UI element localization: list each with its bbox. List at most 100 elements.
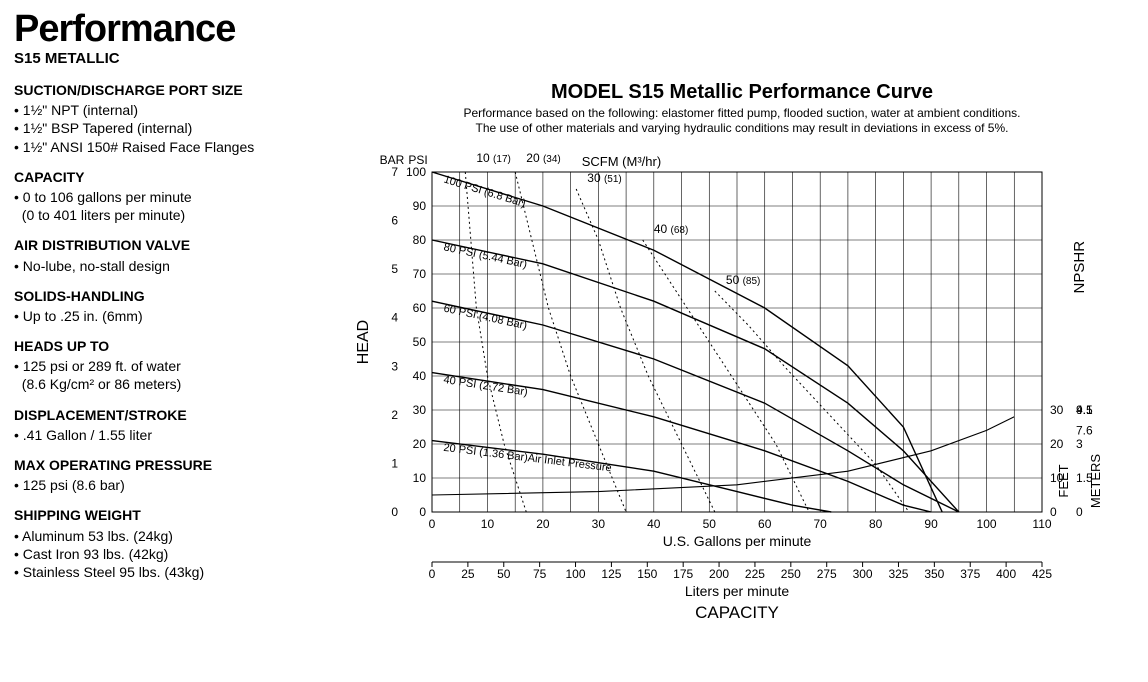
svg-text:2: 2 xyxy=(391,408,398,422)
spec-heading: MAX OPERATING PRESSURE xyxy=(14,456,324,474)
svg-text:U.S. Gallons per minute: U.S. Gallons per minute xyxy=(663,533,812,549)
svg-text:80: 80 xyxy=(869,517,883,531)
svg-text:1: 1 xyxy=(391,456,398,470)
svg-text:7.6: 7.6 xyxy=(1076,423,1093,437)
svg-text:80: 80 xyxy=(413,233,427,247)
spec-group: SHIPPING WEIGHT • Aluminum 53 lbs. (24kg)… xyxy=(14,506,324,581)
performance-curve-chart: 100 PSI (6.8 Bar)80 PSI (5.44 Bar)60 PSI… xyxy=(342,142,1142,682)
svg-text:Liters per minute: Liters per minute xyxy=(685,583,789,599)
spec-group: DISPLACEMENT/STROKE• .41 Gallon / 1.55 l… xyxy=(14,406,324,444)
svg-text:20: 20 xyxy=(536,517,550,531)
page-subtitle: S15 METALLIC xyxy=(14,50,1134,67)
svg-text:75: 75 xyxy=(533,567,547,581)
svg-text:100: 100 xyxy=(566,567,586,581)
spec-group: SOLIDS-HANDLING • Up to .25 in. (6mm) xyxy=(14,287,324,325)
svg-text:250: 250 xyxy=(781,567,801,581)
spec-item: • 125 psi or 289 ft. of water xyxy=(14,357,324,375)
spec-item: (8.6 Kg/cm² or 86 meters) xyxy=(14,375,324,393)
svg-text:300: 300 xyxy=(853,567,873,581)
spec-heading: SUCTION/DISCHARGE PORT SIZE xyxy=(14,81,324,99)
svg-text:70: 70 xyxy=(413,267,427,281)
spec-heading: SOLIDS-HANDLING xyxy=(14,287,324,305)
svg-text:NPSHR: NPSHR xyxy=(1071,241,1088,294)
svg-text:375: 375 xyxy=(960,567,980,581)
svg-text:200: 200 xyxy=(709,567,729,581)
svg-text:6: 6 xyxy=(391,214,398,228)
svg-text:0: 0 xyxy=(1050,505,1057,519)
spec-item: • 0 to 106 gallons per minute xyxy=(14,188,324,206)
svg-text:3: 3 xyxy=(391,359,398,373)
svg-text:7: 7 xyxy=(391,165,398,179)
spec-item: • Stainless Steel 95 lbs. (43kg) xyxy=(14,563,324,581)
spec-list: SUCTION/DISCHARGE PORT SIZE • 1½" NPT (in… xyxy=(14,81,324,682)
svg-text:30: 30 xyxy=(592,517,606,531)
svg-text:CAPACITY: CAPACITY xyxy=(695,603,779,622)
spec-item: • No-lube, no-stall design xyxy=(14,257,324,275)
svg-text:40: 40 xyxy=(413,369,427,383)
svg-text:METERS: METERS xyxy=(1088,454,1103,509)
page-title: Performance xyxy=(14,10,1134,48)
spec-group: HEADS UP TO • 125 psi or 289 ft. of water… xyxy=(14,337,324,394)
svg-text:50: 50 xyxy=(497,567,511,581)
spec-item: • 1½" BSP Tapered (internal) xyxy=(14,119,324,137)
svg-text:10 (17): 10 (17) xyxy=(476,151,510,165)
svg-text:SCFM (M³/hr): SCFM (M³/hr) xyxy=(582,154,661,169)
svg-text:70: 70 xyxy=(814,517,828,531)
svg-text:10: 10 xyxy=(413,471,427,485)
svg-text:30: 30 xyxy=(1050,403,1064,417)
svg-text:20: 20 xyxy=(1050,437,1064,451)
spec-item: • .41 Gallon / 1.55 liter xyxy=(14,426,324,444)
svg-text:100: 100 xyxy=(406,165,426,179)
spec-group: SUCTION/DISCHARGE PORT SIZE • 1½" NPT (in… xyxy=(14,81,324,156)
svg-text:125: 125 xyxy=(601,567,621,581)
svg-text:BAR: BAR xyxy=(380,153,405,167)
svg-text:110: 110 xyxy=(1032,517,1051,531)
spec-item: • Aluminum 53 lbs. (24kg) xyxy=(14,527,324,545)
spec-heading: CAPACITY xyxy=(14,168,324,186)
svg-text:50 (85): 50 (85) xyxy=(726,273,760,287)
svg-text:50: 50 xyxy=(703,517,717,531)
svg-text:175: 175 xyxy=(673,567,693,581)
svg-text:425: 425 xyxy=(1032,567,1052,581)
svg-text:4: 4 xyxy=(391,311,398,325)
svg-text:30: 30 xyxy=(413,403,427,417)
chart-title: MODEL S15 Metallic Performance Curve xyxy=(342,81,1142,104)
svg-text:3: 3 xyxy=(1076,437,1083,451)
spec-item: (0 to 401 liters per minute) xyxy=(14,206,324,224)
svg-text:40: 40 xyxy=(647,517,661,531)
svg-text:50: 50 xyxy=(413,335,427,349)
spec-item: • 1½" NPT (internal) xyxy=(14,101,324,119)
svg-text:60: 60 xyxy=(413,301,427,315)
svg-text:0: 0 xyxy=(429,517,436,531)
svg-text:350: 350 xyxy=(924,567,944,581)
chart-note: Performance based on the following: elas… xyxy=(342,106,1142,136)
spec-group: AIR DISTRIBUTION VALVE • No-lube, no-stal… xyxy=(14,236,324,274)
svg-text:9.1: 9.1 xyxy=(1076,403,1093,417)
svg-text:10: 10 xyxy=(481,517,495,531)
svg-text:90: 90 xyxy=(413,199,427,213)
spec-heading: SHIPPING WEIGHT xyxy=(14,506,324,524)
svg-text:40 (68): 40 (68) xyxy=(654,222,688,236)
svg-text:100: 100 xyxy=(977,517,997,531)
spec-heading: HEADS UP TO xyxy=(14,337,324,355)
svg-text:HEAD: HEAD xyxy=(355,320,372,364)
svg-text:PSI: PSI xyxy=(408,153,427,167)
svg-text:30 (51): 30 (51) xyxy=(587,171,621,185)
svg-text:60: 60 xyxy=(758,517,772,531)
svg-text:275: 275 xyxy=(817,567,837,581)
spec-group: CAPACITY • 0 to 106 gallons per minute (0… xyxy=(14,168,324,225)
spec-item: • Up to .25 in. (6mm) xyxy=(14,307,324,325)
spec-heading: AIR DISTRIBUTION VALVE xyxy=(14,236,324,254)
svg-text:400: 400 xyxy=(996,567,1016,581)
svg-text:0: 0 xyxy=(391,505,398,519)
spec-item: • Cast Iron 93 lbs. (42kg) xyxy=(14,545,324,563)
svg-text:90: 90 xyxy=(924,517,938,531)
svg-text:0: 0 xyxy=(1076,505,1083,519)
svg-text:20: 20 xyxy=(413,437,427,451)
spec-group: MAX OPERATING PRESSURE • 125 psi (8.6 bar… xyxy=(14,456,324,494)
spec-item: • 125 psi (8.6 bar) xyxy=(14,476,324,494)
svg-text:0: 0 xyxy=(429,567,436,581)
spec-item: • 1½" ANSI 150# Raised Face Flanges xyxy=(14,138,324,156)
svg-text:FEET: FEET xyxy=(1056,464,1071,497)
svg-text:0: 0 xyxy=(419,505,426,519)
